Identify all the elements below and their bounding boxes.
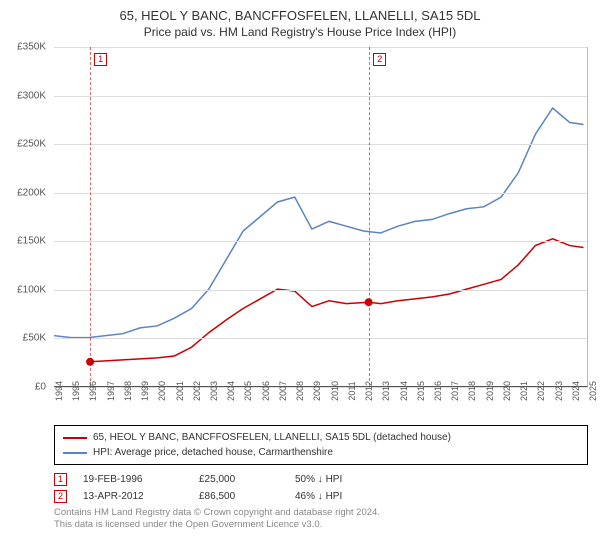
x-tick-label: 2003 [209, 381, 219, 401]
footer-line1: Contains HM Land Registry data © Crown c… [54, 507, 592, 519]
record-marker: 2 [54, 490, 67, 503]
x-tick-label: 2017 [450, 381, 460, 401]
record-pct: 46% ↓ HPI [295, 491, 342, 502]
legend-label: 65, HEOL Y BANC, BANCFFOSFELEN, LLANELLI… [93, 430, 451, 445]
y-tick-label: £350K [17, 42, 46, 53]
x-tick-label: 2020 [502, 381, 512, 401]
footer-line2: This data is licensed under the Open Gov… [54, 519, 592, 531]
y-tick-label: £300K [17, 90, 46, 101]
x-tick-label: 2024 [571, 381, 581, 401]
x-tick-label: 2001 [175, 381, 185, 401]
record-pct: 50% ↓ HPI [295, 474, 342, 485]
x-tick-label: 2000 [157, 381, 167, 401]
record-row: 2 13-APR-2012 £86,500 46% ↓ HPI [54, 490, 592, 503]
x-tick-label: 2005 [243, 381, 253, 401]
plot-area: 12 [54, 47, 588, 387]
record-price: £25,000 [199, 474, 279, 485]
chart-container: £0£50K£100K£150K£200K£250K£300K£350K 12 … [8, 47, 592, 417]
marker-line [369, 47, 370, 386]
record-marker: 1 [54, 473, 67, 486]
x-tick-label: 2012 [364, 381, 374, 401]
x-tick-label: 2007 [278, 381, 288, 401]
x-tick-label: 2009 [312, 381, 322, 401]
y-axis: £0£50K£100K£150K£200K£250K£300K£350K [8, 47, 50, 387]
legend-item: HPI: Average price, detached house, Carm… [63, 445, 579, 460]
marker-box: 1 [94, 53, 107, 66]
x-tick-label: 2006 [261, 381, 271, 401]
chart-svg [54, 47, 587, 386]
legend-swatch [63, 437, 87, 439]
x-tick-label: 1996 [88, 381, 98, 401]
legend-label: HPI: Average price, detached house, Carm… [93, 445, 333, 460]
x-tick-label: 2013 [381, 381, 391, 401]
x-tick-label: 2011 [347, 381, 357, 400]
x-tick-label: 2004 [226, 381, 236, 401]
y-tick-label: £0 [35, 382, 46, 393]
x-tick-label: 2022 [536, 381, 546, 401]
y-tick-label: £150K [17, 236, 46, 247]
record-row: 1 19-FEB-1996 £25,000 50% ↓ HPI [54, 473, 592, 486]
x-tick-label: 1994 [54, 381, 64, 401]
marker-box: 2 [373, 53, 386, 66]
series-line-property [90, 239, 583, 362]
x-tick-label: 2021 [519, 381, 529, 401]
y-tick-label: £100K [17, 284, 46, 295]
marker-line [90, 47, 91, 386]
footer: Contains HM Land Registry data © Crown c… [54, 507, 592, 532]
record-date: 19-FEB-1996 [83, 474, 183, 485]
chart-title-line1: 65, HEOL Y BANC, BANCFFOSFELEN, LLANELLI… [8, 8, 592, 23]
x-tick-label: 1995 [71, 381, 81, 401]
x-tick-label: 2018 [467, 381, 477, 401]
x-tick-label: 2002 [192, 381, 202, 401]
legend-item: 65, HEOL Y BANC, BANCFFOSFELEN, LLANELLI… [63, 430, 579, 445]
x-tick-label: 1997 [106, 381, 116, 401]
x-tick-label: 1998 [123, 381, 133, 401]
record-date: 13-APR-2012 [83, 491, 183, 502]
x-tick-label: 2025 [588, 381, 598, 401]
chart-title-line2: Price paid vs. HM Land Registry's House … [8, 25, 592, 39]
series-line-hpi [54, 108, 584, 338]
record-price: £86,500 [199, 491, 279, 502]
x-tick-label: 2010 [330, 381, 340, 401]
x-tick-label: 2016 [433, 381, 443, 401]
y-tick-label: £50K [23, 333, 46, 344]
x-tick-label: 2008 [295, 381, 305, 401]
legend: 65, HEOL Y BANC, BANCFFOSFELEN, LLANELLI… [54, 425, 588, 465]
y-tick-label: £250K [17, 139, 46, 150]
x-tick-label: 2023 [554, 381, 564, 401]
legend-swatch [63, 452, 87, 454]
x-tick-label: 1999 [140, 381, 150, 401]
x-tick-label: 2014 [399, 381, 409, 401]
x-tick-label: 2015 [416, 381, 426, 401]
x-axis: 1994199519961997199819992000200120022003… [54, 389, 588, 417]
y-tick-label: £200K [17, 187, 46, 198]
sale-records: 1 19-FEB-1996 £25,000 50% ↓ HPI 2 13-APR-2012… [54, 473, 592, 503]
x-tick-label: 2019 [485, 381, 495, 401]
